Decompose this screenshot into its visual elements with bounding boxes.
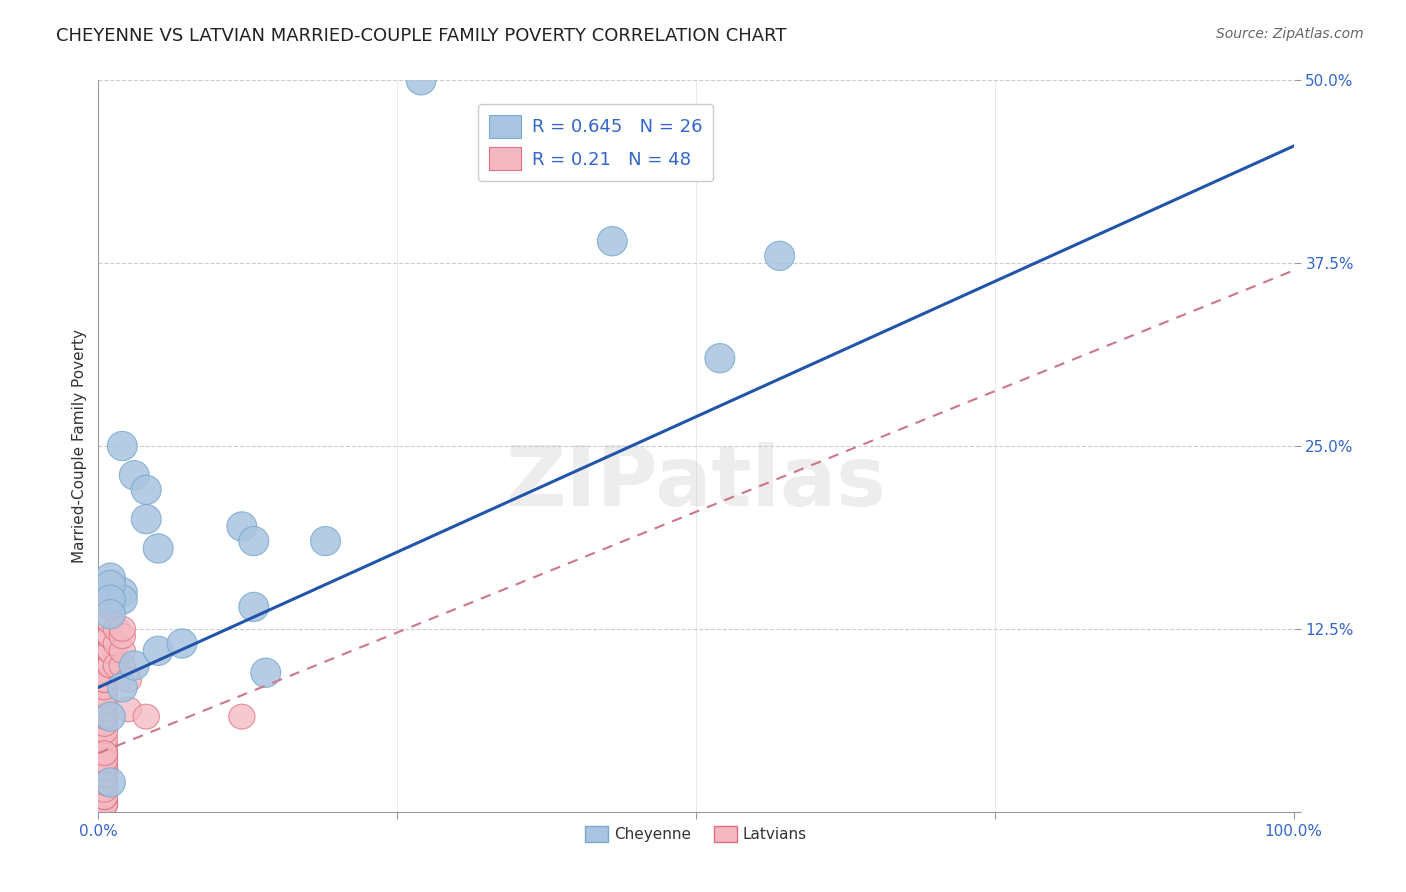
Ellipse shape [96,563,125,592]
Ellipse shape [91,712,118,737]
Ellipse shape [103,616,129,641]
Ellipse shape [115,697,142,722]
Ellipse shape [91,740,118,765]
Ellipse shape [143,533,173,563]
Ellipse shape [91,785,118,810]
Ellipse shape [704,343,735,373]
Ellipse shape [96,570,125,599]
Ellipse shape [91,777,118,802]
Ellipse shape [91,719,118,744]
Ellipse shape [91,756,118,780]
Ellipse shape [120,651,149,680]
Ellipse shape [91,792,118,817]
Ellipse shape [91,756,118,780]
Ellipse shape [97,653,124,678]
Ellipse shape [765,241,794,270]
Ellipse shape [91,697,118,722]
Ellipse shape [598,227,627,256]
Ellipse shape [96,599,125,629]
Ellipse shape [107,432,138,460]
Ellipse shape [91,740,118,765]
Ellipse shape [91,726,118,751]
Ellipse shape [96,702,125,731]
Ellipse shape [91,704,118,729]
Ellipse shape [97,653,124,678]
Ellipse shape [110,624,135,648]
Ellipse shape [167,629,197,658]
Ellipse shape [110,653,135,678]
Ellipse shape [311,526,340,556]
Text: CHEYENNE VS LATVIAN MARRIED-COUPLE FAMILY POVERTY CORRELATION CHART: CHEYENNE VS LATVIAN MARRIED-COUPLE FAMIL… [56,27,787,45]
Y-axis label: Married-Couple Family Poverty: Married-Couple Family Poverty [72,329,87,563]
Ellipse shape [406,66,436,95]
Legend: Cheyenne, Latvians: Cheyenne, Latvians [579,820,813,848]
Ellipse shape [110,616,135,641]
Ellipse shape [91,733,118,758]
Ellipse shape [91,763,118,788]
Ellipse shape [97,609,124,634]
Ellipse shape [134,704,159,729]
Ellipse shape [91,748,118,773]
Ellipse shape [97,639,124,664]
Ellipse shape [91,748,118,773]
Ellipse shape [91,667,118,692]
Ellipse shape [91,785,118,810]
Ellipse shape [226,512,257,541]
Ellipse shape [239,592,269,622]
Ellipse shape [97,594,124,619]
Ellipse shape [91,763,118,788]
Ellipse shape [131,475,162,505]
Ellipse shape [229,704,254,729]
Ellipse shape [115,667,142,692]
Ellipse shape [91,770,118,795]
Ellipse shape [110,639,135,664]
Ellipse shape [97,639,124,664]
Ellipse shape [250,658,281,688]
Ellipse shape [91,667,118,692]
Ellipse shape [91,770,118,795]
Ellipse shape [96,768,125,797]
Ellipse shape [107,578,138,607]
Ellipse shape [143,636,173,665]
Ellipse shape [91,740,118,765]
Ellipse shape [91,690,118,714]
Ellipse shape [97,624,124,648]
Ellipse shape [120,460,149,490]
Ellipse shape [239,526,269,556]
Text: ZIPatlas: ZIPatlas [506,442,886,523]
Ellipse shape [91,792,118,817]
Ellipse shape [131,505,162,533]
Text: Source: ZipAtlas.com: Source: ZipAtlas.com [1216,27,1364,41]
Ellipse shape [97,624,124,648]
Ellipse shape [103,653,129,678]
Ellipse shape [91,756,118,780]
Ellipse shape [91,792,118,817]
Ellipse shape [96,585,125,615]
Ellipse shape [107,585,138,615]
Ellipse shape [91,675,118,700]
Ellipse shape [103,631,129,656]
Ellipse shape [91,682,118,707]
Ellipse shape [107,673,138,702]
